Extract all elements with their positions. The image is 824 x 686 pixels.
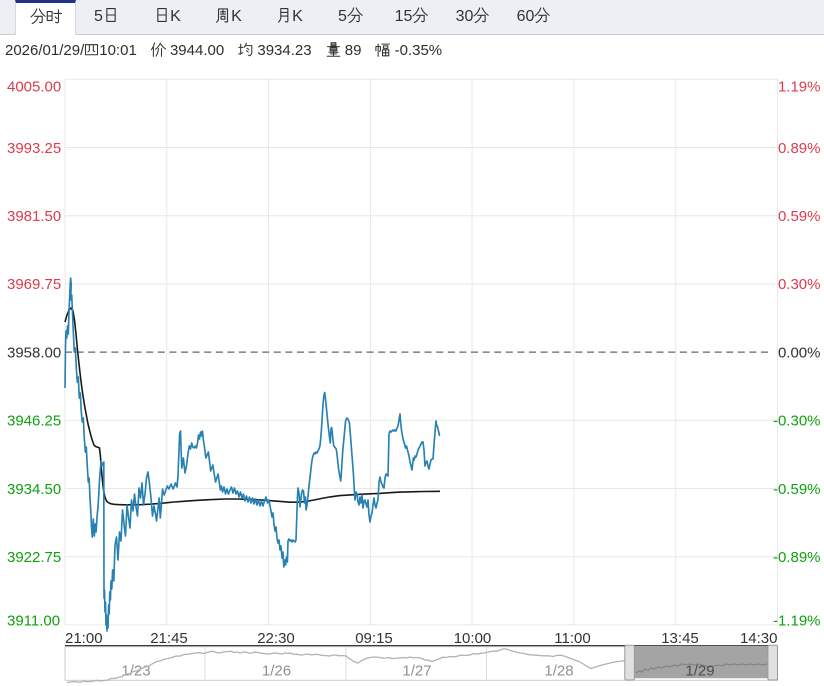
svg-text:0.30%: 0.30% bbox=[778, 276, 821, 293]
svg-text:21:45: 21:45 bbox=[150, 630, 188, 647]
svg-text:10:00: 10:00 bbox=[454, 630, 492, 647]
svg-text:22:30: 22:30 bbox=[257, 630, 295, 647]
svg-text:-1.19%: -1.19% bbox=[773, 612, 821, 629]
svg-text:3958.00: 3958.00 bbox=[7, 344, 61, 361]
svg-text:0.59%: 0.59% bbox=[778, 208, 821, 225]
svg-text:21:00: 21:00 bbox=[65, 630, 103, 647]
svg-text:09:15: 09:15 bbox=[355, 630, 393, 647]
svg-text:1/29: 1/29 bbox=[685, 663, 714, 680]
svg-text:1/26: 1/26 bbox=[262, 663, 291, 680]
svg-text:3993.25: 3993.25 bbox=[7, 140, 61, 157]
svg-text:3969.75: 3969.75 bbox=[7, 276, 61, 293]
svg-text:11:00: 11:00 bbox=[554, 630, 590, 647]
svg-text:1/27: 1/27 bbox=[402, 663, 431, 680]
svg-text:-0.30%: -0.30% bbox=[773, 413, 821, 430]
svg-text:1/28: 1/28 bbox=[544, 663, 573, 680]
svg-text:3934.50: 3934.50 bbox=[7, 481, 61, 498]
svg-text:3911.00: 3911.00 bbox=[7, 612, 60, 629]
svg-text:3946.25: 3946.25 bbox=[7, 413, 61, 430]
svg-text:0.00%: 0.00% bbox=[778, 344, 821, 361]
svg-text:3922.75: 3922.75 bbox=[7, 549, 61, 566]
svg-text:4005.00: 4005.00 bbox=[7, 78, 61, 95]
svg-text:-0.89%: -0.89% bbox=[773, 549, 821, 566]
svg-text:-0.59%: -0.59% bbox=[773, 481, 821, 498]
svg-text:14:30: 14:30 bbox=[740, 630, 778, 647]
svg-text:13:45: 13:45 bbox=[661, 630, 699, 647]
svg-text:1.19%: 1.19% bbox=[778, 78, 821, 95]
svg-text:0.89%: 0.89% bbox=[778, 140, 821, 157]
svg-text:3981.50: 3981.50 bbox=[7, 208, 61, 225]
